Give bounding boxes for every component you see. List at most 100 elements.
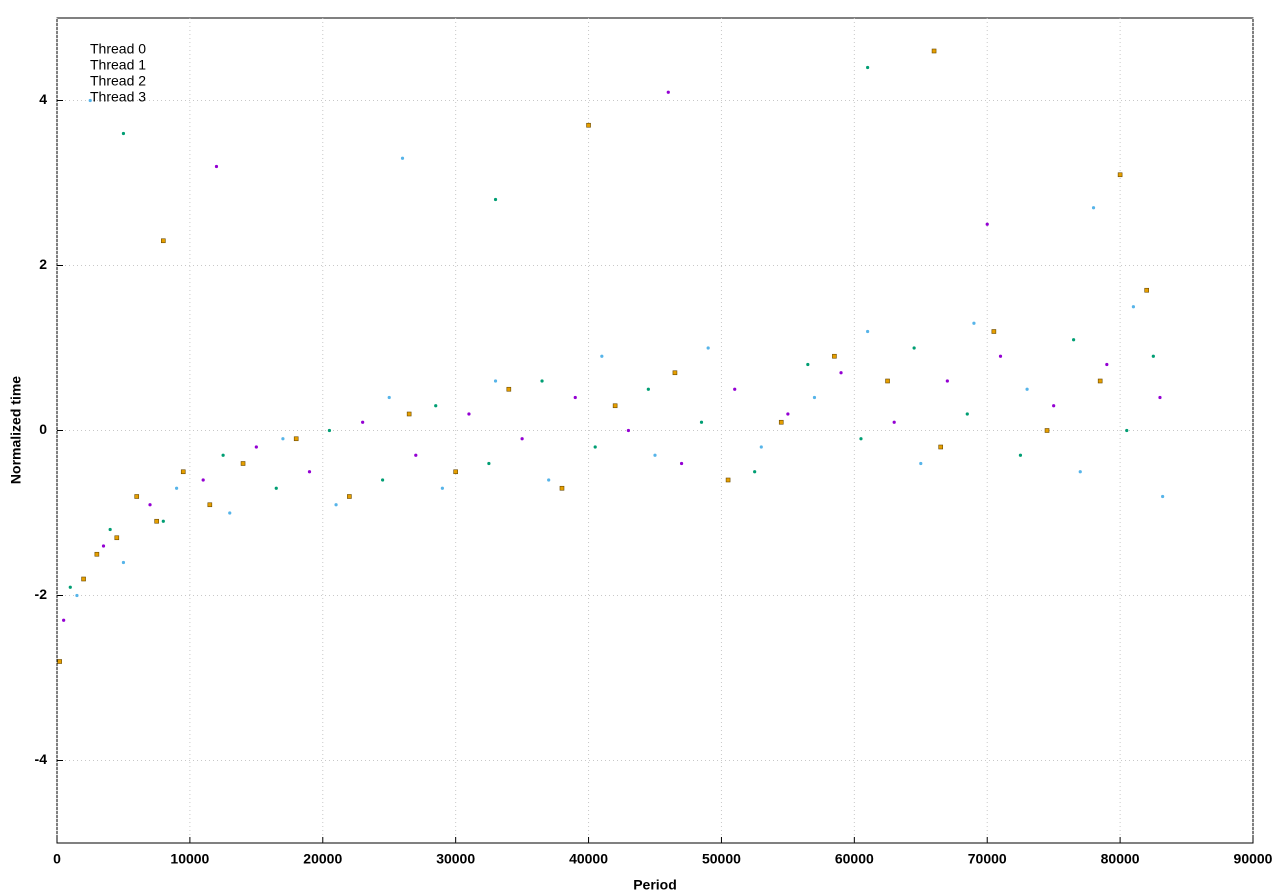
point — [1097, 378, 1103, 384]
point — [327, 428, 332, 433]
point — [121, 560, 126, 565]
point — [839, 371, 843, 375]
y-tick-label: -4 — [35, 751, 48, 767]
point — [81, 576, 86, 582]
point — [62, 618, 66, 622]
point — [1078, 470, 1082, 474]
point — [121, 131, 126, 136]
point — [892, 420, 896, 424]
point — [985, 222, 989, 226]
point — [1105, 362, 1109, 367]
point — [1025, 387, 1029, 391]
point — [1072, 338, 1076, 342]
point — [706, 346, 710, 350]
point — [180, 469, 186, 475]
point — [666, 90, 670, 94]
x-tick-label: 40000 — [569, 851, 608, 867]
point — [440, 486, 444, 490]
point — [387, 395, 391, 400]
x-tick-label: 0 — [53, 851, 61, 867]
x-tick-label: 50000 — [702, 851, 741, 867]
point — [733, 387, 737, 391]
point — [406, 411, 412, 417]
point — [1117, 172, 1123, 178]
point — [161, 519, 165, 523]
point — [540, 379, 544, 383]
point — [600, 354, 604, 358]
point — [646, 387, 650, 391]
point — [68, 585, 72, 589]
point — [806, 362, 810, 367]
point — [679, 461, 684, 466]
x-tick-label: 90000 — [1234, 851, 1273, 867]
point — [991, 329, 997, 334]
point — [626, 428, 631, 433]
point — [547, 478, 551, 482]
point — [972, 321, 976, 325]
point — [221, 453, 225, 457]
point — [75, 593, 79, 598]
legend-label: Thread 2 — [90, 73, 146, 89]
legend-label: Thread 0 — [90, 41, 146, 57]
point — [725, 477, 731, 483]
point — [593, 445, 597, 449]
point — [434, 404, 438, 408]
x-tick-label: 80000 — [1101, 851, 1140, 867]
point — [965, 412, 969, 416]
point — [586, 122, 591, 128]
point — [101, 544, 106, 548]
point — [938, 444, 944, 450]
point — [759, 445, 763, 449]
y-axis-label: Normalized time — [8, 376, 24, 484]
point — [778, 419, 784, 425]
point — [1125, 428, 1129, 433]
point — [919, 461, 923, 466]
point — [380, 478, 385, 482]
point — [1052, 404, 1056, 408]
point — [161, 238, 166, 244]
point — [612, 403, 618, 409]
x-tick-label: 20000 — [303, 851, 342, 867]
point — [672, 370, 678, 376]
point — [487, 461, 491, 466]
point — [361, 420, 365, 424]
point — [467, 412, 471, 416]
point — [1158, 395, 1162, 400]
point — [1144, 287, 1149, 293]
point — [912, 346, 916, 350]
point — [214, 164, 219, 169]
point — [1151, 354, 1155, 358]
point — [866, 65, 870, 70]
point — [108, 527, 112, 532]
point — [1044, 428, 1050, 433]
point — [334, 503, 338, 507]
point — [1131, 305, 1135, 309]
x-tick-label: 70000 — [968, 851, 1007, 867]
x-axis-label: Period — [633, 877, 677, 893]
point — [812, 395, 817, 400]
point — [307, 470, 312, 474]
point — [859, 437, 863, 441]
point — [866, 329, 870, 334]
point — [931, 48, 937, 54]
point — [493, 197, 498, 202]
point — [228, 511, 232, 515]
y-tick-label: 0 — [39, 421, 47, 437]
y-tick-label: -2 — [35, 586, 48, 602]
point — [148, 503, 152, 507]
point — [998, 354, 1003, 358]
point — [453, 469, 458, 475]
point — [753, 470, 757, 474]
point — [274, 486, 278, 490]
point — [175, 486, 179, 490]
y-tick-label: 4 — [39, 91, 47, 107]
y-tick-label: 2 — [39, 256, 47, 272]
point — [240, 461, 246, 466]
point — [506, 386, 512, 392]
point — [114, 535, 120, 541]
point — [945, 379, 949, 383]
point — [400, 156, 405, 160]
point — [134, 494, 140, 499]
point — [832, 353, 837, 359]
